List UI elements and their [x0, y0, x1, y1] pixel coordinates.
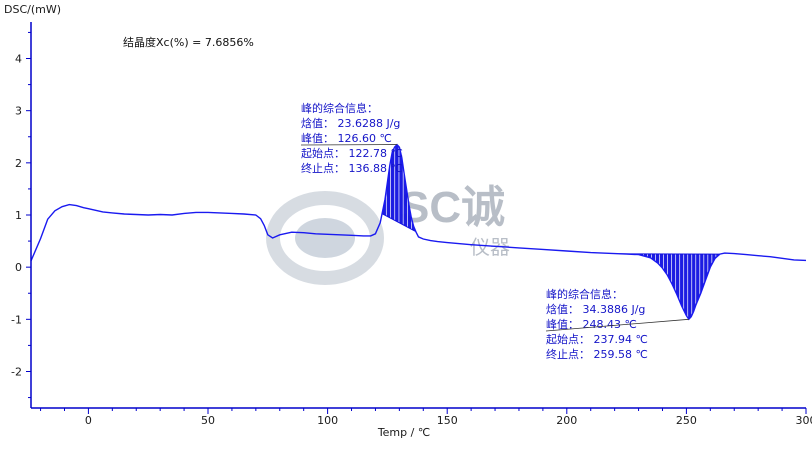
x-tick-label: 100 [317, 414, 338, 427]
endo-peak-fill [619, 253, 720, 319]
peak-info-line: 峰值： 248.43 ℃ [546, 318, 637, 331]
watermark-text: SC诚 [400, 183, 505, 232]
peak-info-line: 焓值： 23.6288 J/g [301, 116, 400, 130]
x-tick-label: 250 [676, 414, 697, 427]
watermark-logo: SC诚 仪器 [266, 183, 510, 285]
y-tick-label: 0 [15, 261, 22, 274]
peak-leader-line [545, 318, 689, 332]
x-tick-label: 150 [437, 414, 458, 427]
dsc-curve [30, 143, 807, 321]
y-tick-label: 3 [15, 105, 22, 118]
y-tick-label: 1 [15, 209, 22, 222]
peak-info-line: 峰值： 126.60 ℃ [301, 132, 392, 145]
x-tick-label: 300 [796, 414, 812, 427]
y-ticks: -2 -1 0 1 2 3 4 [11, 31, 31, 399]
peak-info-line: 焓值： 34.3886 J/g [546, 302, 645, 316]
x-tick-label: 50 [201, 414, 215, 427]
peak-info-line: 起始点： 122.78 ℃ [301, 146, 403, 160]
y-tick-label: 4 [15, 53, 22, 66]
y-tick-label: -2 [11, 365, 22, 378]
peak-info-line: 峰的综合信息： [301, 101, 378, 115]
peak-info-line: 终止点： 136.88 ℃ [301, 161, 403, 175]
peak-info-line: 起始点： 237.94 ℃ [546, 332, 648, 346]
x-tick-label: 200 [556, 414, 577, 427]
y-axis-title: DSC/(mW) [4, 3, 61, 16]
crystallinity-label: 结晶度Xc(%) = 7.6856% [123, 35, 254, 49]
peak-baseline [381, 213, 417, 232]
x-axis-title: Temp / ℃ [377, 426, 430, 439]
peak-fills [381, 144, 720, 319]
watermark-core [295, 218, 355, 258]
x-ticks: 0 50 100 150 200 250 300 [40, 408, 812, 427]
peak-info-line: 终止点： 259.58 ℃ [546, 347, 648, 361]
peak-info-line: 峰的综合信息： [546, 287, 623, 301]
y-tick-label: 2 [15, 157, 22, 170]
x-tick-label: 0 [85, 414, 92, 427]
y-tick-label: -1 [11, 313, 22, 326]
